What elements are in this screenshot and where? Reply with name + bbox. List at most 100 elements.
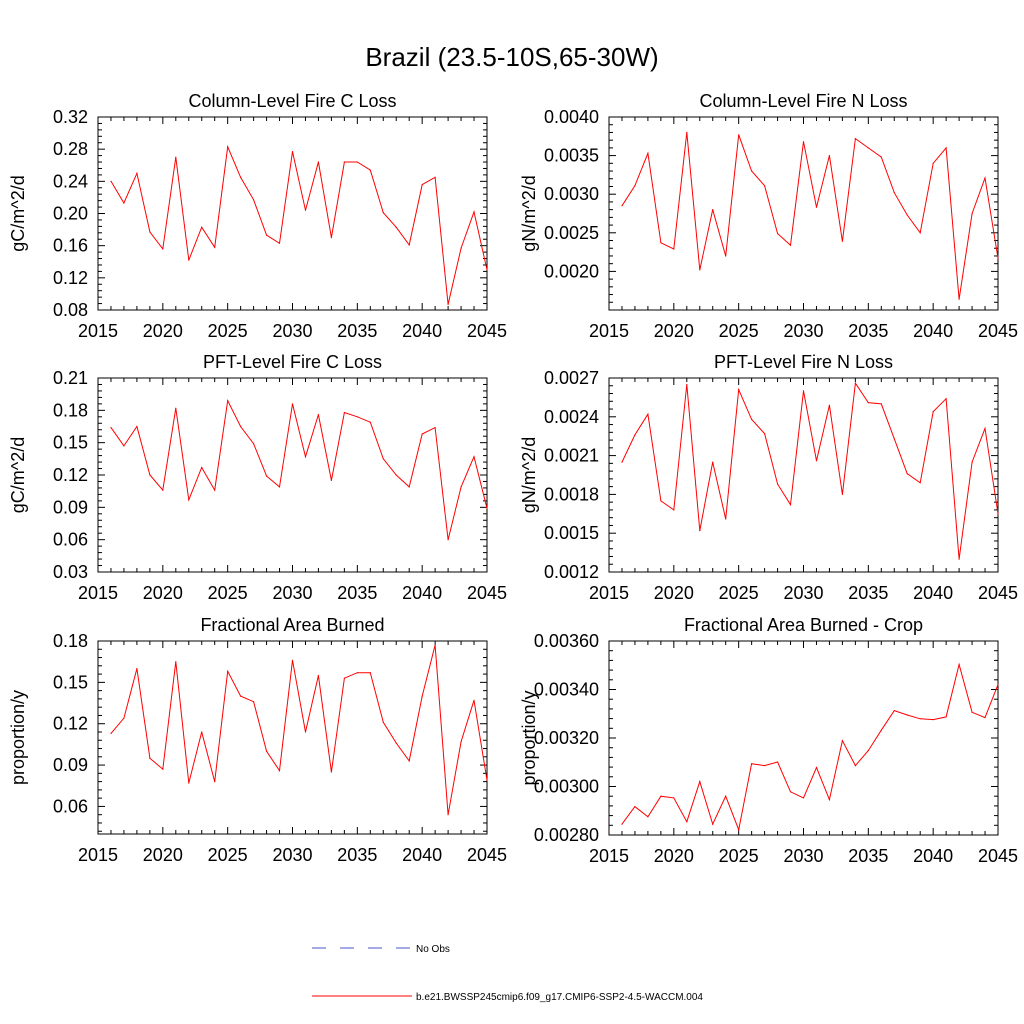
data-point xyxy=(473,211,475,213)
data-point xyxy=(408,486,410,488)
y-tick-label: 0.32 xyxy=(53,107,88,127)
data-point xyxy=(738,134,740,136)
data-point xyxy=(958,663,960,666)
data-point xyxy=(673,509,675,511)
data-point xyxy=(725,255,727,257)
data-point xyxy=(660,795,662,797)
data-point xyxy=(382,721,384,723)
data-point xyxy=(136,668,138,670)
data-point xyxy=(686,821,688,823)
y-tick-label: 0.0024 xyxy=(544,407,599,427)
data-point xyxy=(356,161,358,163)
data-point xyxy=(330,479,332,481)
x-tick-label: 2030 xyxy=(783,846,823,866)
y-tick-label: 0.03 xyxy=(53,562,88,582)
data-point xyxy=(958,298,960,300)
data-point xyxy=(971,711,973,713)
data-point xyxy=(958,558,960,560)
data-point xyxy=(136,425,138,428)
panel-3: PFT-Level Fire C Loss gC/m^2/d 2015 2020 202… xyxy=(8,352,507,603)
data-point xyxy=(149,474,151,476)
x-tick-label: 2040 xyxy=(402,321,442,341)
axes xyxy=(97,116,488,311)
data-point xyxy=(421,433,423,435)
figure-title: Brazil (23.5-10S,65-30W) xyxy=(365,42,658,72)
y-tick-label: 0.0027 xyxy=(544,368,599,388)
data-point xyxy=(188,499,190,501)
y-axis-label: gN/m^2/d xyxy=(519,437,539,513)
x-tick-label: 2020 xyxy=(143,845,183,865)
data-point xyxy=(945,398,947,400)
data-point xyxy=(330,771,332,773)
data-point xyxy=(343,161,345,163)
data-point xyxy=(369,169,371,171)
x-tick-label: 2045 xyxy=(978,583,1018,603)
data-point xyxy=(906,214,908,216)
x-tick-label: 2015 xyxy=(78,321,118,341)
panel-2: Column-Level Fire N Loss gN/m^2/d 2015 2020… xyxy=(519,91,1018,341)
legend: No Obs b.e21.BWSSP245cmip6.f09_g17.CMIP6… xyxy=(312,944,703,1003)
data-point xyxy=(686,383,688,386)
y-tick-label: 0.00280 xyxy=(534,825,599,845)
data-point xyxy=(278,486,281,488)
data-point xyxy=(854,382,857,384)
y-tick-label: 0.16 xyxy=(53,236,88,256)
x-tick-label: 2020 xyxy=(143,321,183,341)
data-point xyxy=(997,257,999,259)
data-point xyxy=(984,177,986,179)
data-point xyxy=(738,829,740,831)
data-point xyxy=(304,456,307,458)
data-point xyxy=(997,684,999,686)
series-line xyxy=(110,398,488,540)
y-tick-label: 0.09 xyxy=(53,497,88,517)
x-tick-label: 2015 xyxy=(589,321,629,341)
data-point xyxy=(984,427,986,429)
data-point xyxy=(291,659,294,661)
data-point xyxy=(854,138,857,140)
data-point xyxy=(253,443,255,445)
data-point xyxy=(447,303,449,305)
y-axis-label: proportion/y xyxy=(519,690,539,785)
data-point xyxy=(188,259,190,261)
data-point xyxy=(751,418,753,420)
panel-1: Column-Level Fire C Loss gC/m^2/d 2015 2020… xyxy=(8,91,507,341)
y-tick-label: 0.12 xyxy=(53,268,88,288)
data-point xyxy=(395,226,397,228)
data-point xyxy=(201,731,203,733)
data-point xyxy=(486,269,488,271)
data-point xyxy=(802,390,805,392)
data-point xyxy=(893,438,895,440)
data-point xyxy=(473,699,475,701)
x-tick-label: 2025 xyxy=(719,321,759,341)
y-tick-label: 0.24 xyxy=(53,171,88,191)
data-point xyxy=(712,823,714,825)
data-point xyxy=(660,500,662,502)
y-tick-label: 0.0030 xyxy=(544,184,599,204)
y-axis-label: gN/m^2/d xyxy=(519,175,539,251)
x-tick-label: 2020 xyxy=(143,583,183,603)
data-point xyxy=(919,482,921,484)
data-point xyxy=(699,781,701,783)
x-tick-label: 2030 xyxy=(783,583,823,603)
data-point xyxy=(880,156,882,158)
data-point xyxy=(686,131,688,133)
x-tick-label: 2025 xyxy=(719,846,759,866)
x-tick-label: 2040 xyxy=(913,583,953,603)
y-tick-label: 0.21 xyxy=(53,368,88,388)
y-tick-label: 0.0012 xyxy=(544,562,599,582)
plot-frame xyxy=(608,377,999,573)
data-point xyxy=(854,765,857,767)
data-point xyxy=(175,156,177,158)
data-point xyxy=(214,781,216,783)
data-point xyxy=(227,146,229,148)
x-tick-label: 2025 xyxy=(208,583,248,603)
series-line xyxy=(110,144,488,305)
y-tick-label: 0.15 xyxy=(53,433,88,453)
data-point xyxy=(136,172,138,174)
data-point xyxy=(214,246,216,248)
data-point xyxy=(867,147,869,149)
panel-title: PFT-Level Fire N Loss xyxy=(714,352,893,372)
data-point xyxy=(175,407,177,409)
data-point xyxy=(932,719,934,721)
data-point xyxy=(828,799,831,801)
